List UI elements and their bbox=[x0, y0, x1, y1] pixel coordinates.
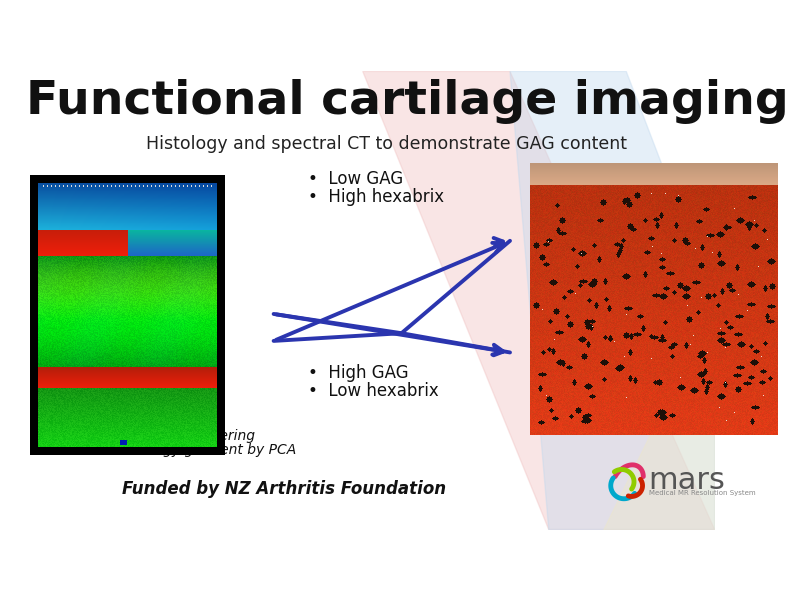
Text: •  High hexabrix: • High hexabrix bbox=[309, 189, 445, 206]
Polygon shape bbox=[510, 71, 715, 530]
Text: - Volume rendering: - Volume rendering bbox=[122, 430, 256, 443]
Text: •  Low GAG: • Low GAG bbox=[309, 170, 404, 188]
Text: Funded by NZ Arthritis Foundation: Funded by NZ Arthritis Foundation bbox=[122, 480, 446, 497]
Text: - Energy gradient by PCA: - Energy gradient by PCA bbox=[122, 443, 297, 458]
Text: mars: mars bbox=[648, 466, 725, 495]
Text: Functional cartilage imaging: Functional cartilage imaging bbox=[25, 79, 788, 124]
Polygon shape bbox=[603, 302, 715, 530]
Text: Medical MR Resolution System: Medical MR Resolution System bbox=[649, 490, 755, 496]
Text: Cartilage: Cartilage bbox=[165, 308, 229, 321]
Polygon shape bbox=[99, 318, 157, 410]
Text: Histology and spectral CT to demonstrate GAG content: Histology and spectral CT to demonstrate… bbox=[146, 134, 626, 152]
Text: Bone: Bone bbox=[165, 377, 201, 390]
Text: 100 μm: 100 μm bbox=[664, 400, 691, 406]
Polygon shape bbox=[363, 71, 715, 530]
Text: •  Low hexabrix: • Low hexabrix bbox=[309, 383, 439, 400]
Text: •  High GAG: • High GAG bbox=[309, 364, 409, 382]
